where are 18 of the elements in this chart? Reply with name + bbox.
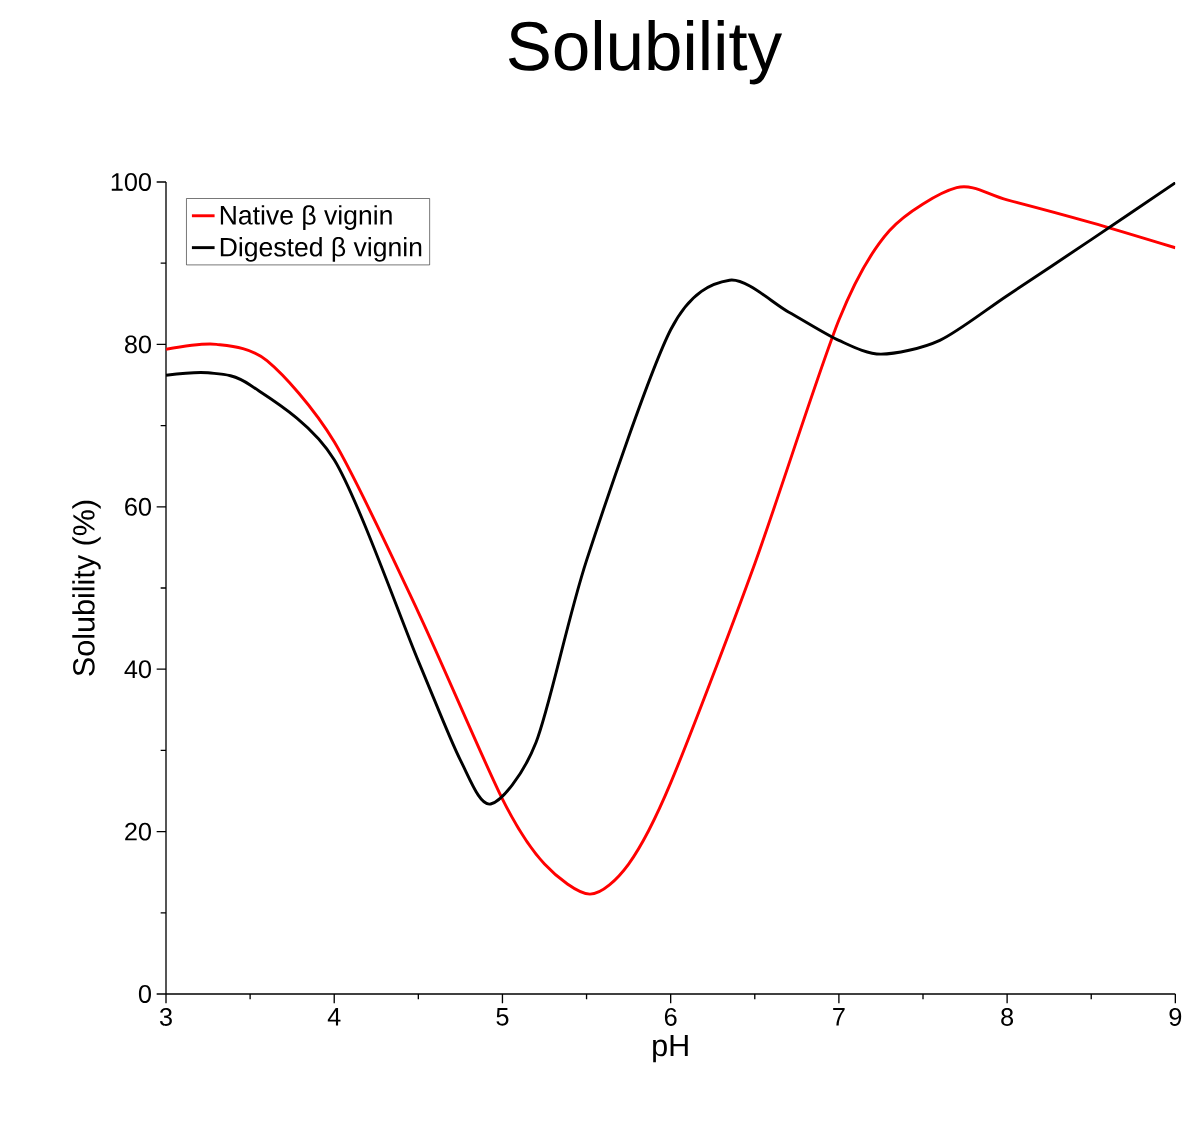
chart-title: Solubility	[508, 20, 783, 85]
x-axis-title: pH	[653, 1035, 688, 1063]
y-tick-label: 60	[125, 497, 151, 516]
y-axis-title: Solubility (%)	[72, 500, 101, 676]
legend-label: Digested β vignin	[220, 237, 422, 262]
y-tick-label: 40	[124, 660, 151, 679]
x-tick-label: 5	[496, 1008, 509, 1026]
x-tick-label: 6	[664, 1008, 677, 1026]
y-tick-label: 80	[125, 335, 151, 354]
x-tick-label: 9	[1169, 1008, 1182, 1026]
y-tick-label: 100	[111, 173, 151, 191]
y-tick-label: 0	[138, 985, 151, 1003]
x-tick-label: 7	[833, 1008, 845, 1026]
x-tick-label: 3	[159, 1008, 172, 1026]
y-tick-label: 20	[125, 822, 151, 841]
legend-label: Native β vignin	[220, 205, 392, 230]
x-tick-label: 8	[1001, 1008, 1014, 1026]
x-tick-label: 4	[327, 1008, 341, 1026]
